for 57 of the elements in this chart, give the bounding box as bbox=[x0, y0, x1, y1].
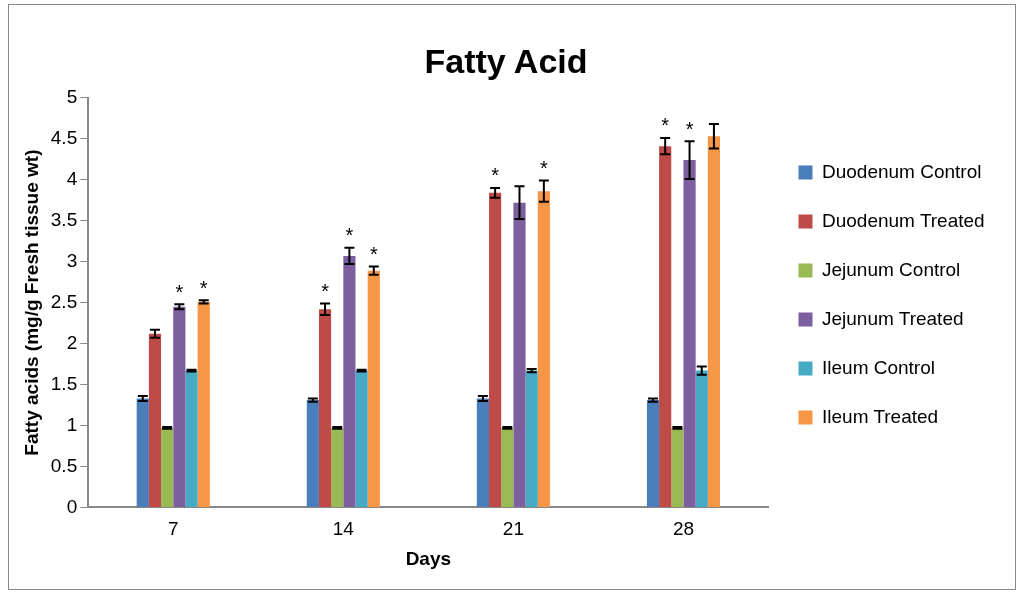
bar bbox=[343, 255, 356, 507]
bar bbox=[306, 400, 319, 507]
bar bbox=[185, 370, 198, 507]
bar bbox=[489, 192, 502, 507]
y-tick-label: 0.5 bbox=[50, 454, 78, 476]
y-tick-label: 2 bbox=[66, 331, 78, 353]
bar bbox=[355, 370, 368, 507]
bar bbox=[173, 306, 186, 507]
bar bbox=[148, 333, 162, 507]
y-tick-label: 4.5 bbox=[50, 126, 78, 148]
bar bbox=[513, 202, 526, 507]
bar bbox=[367, 270, 380, 507]
data-label: * bbox=[199, 276, 208, 299]
bar bbox=[671, 427, 684, 507]
data-label: * bbox=[175, 280, 184, 303]
data-label: * bbox=[685, 117, 694, 140]
y-tick-label: 1 bbox=[66, 413, 78, 435]
bar bbox=[695, 370, 708, 507]
data-label: * bbox=[661, 114, 670, 137]
y-tick-label: 4 bbox=[66, 167, 78, 189]
x-tick-label: 28 bbox=[672, 518, 695, 540]
x-tick-label: 7 bbox=[167, 518, 179, 540]
data-label: * bbox=[539, 157, 548, 180]
bar bbox=[197, 301, 210, 507]
legend-label: Ileum Treated bbox=[822, 405, 939, 427]
data-label: * bbox=[369, 243, 378, 266]
legend-label: Jejunum Treated bbox=[822, 307, 964, 329]
bar bbox=[707, 136, 721, 507]
y-tick-label: 1.5 bbox=[50, 372, 78, 394]
legend-label: Jejunum Control bbox=[822, 258, 961, 280]
x-axis-title: Days bbox=[405, 547, 452, 569]
x-tick-label: 21 bbox=[502, 518, 524, 540]
bar bbox=[537, 191, 550, 507]
bar bbox=[331, 427, 344, 507]
y-tick-label: 5 bbox=[66, 86, 78, 108]
data-label: * bbox=[321, 279, 330, 302]
data-label: * bbox=[345, 224, 354, 247]
y-tick-label: 3 bbox=[66, 249, 78, 271]
bar bbox=[525, 370, 538, 507]
y-tick-label: 3.5 bbox=[50, 208, 78, 230]
bar bbox=[136, 398, 149, 507]
bar bbox=[659, 146, 672, 507]
y-tick-label: 2.5 bbox=[50, 290, 78, 312]
legend-label: Duodenum Treated bbox=[822, 209, 985, 231]
x-tick-label: 14 bbox=[332, 518, 355, 540]
legend-label: Ileum Control bbox=[822, 356, 935, 378]
bar bbox=[501, 427, 514, 507]
bar bbox=[683, 160, 696, 507]
y-tick-label: 0 bbox=[66, 495, 78, 517]
y-axis-title: Fatty acids (mg/g Fresh tissue wt) bbox=[20, 149, 42, 456]
bar bbox=[161, 427, 174, 507]
bar bbox=[476, 398, 490, 507]
bar bbox=[318, 309, 332, 507]
chart-title: Fatty Acid bbox=[424, 41, 588, 80]
bar bbox=[646, 400, 660, 507]
data-label: * bbox=[491, 164, 500, 187]
legend-label: Duodenum Control bbox=[822, 160, 982, 182]
